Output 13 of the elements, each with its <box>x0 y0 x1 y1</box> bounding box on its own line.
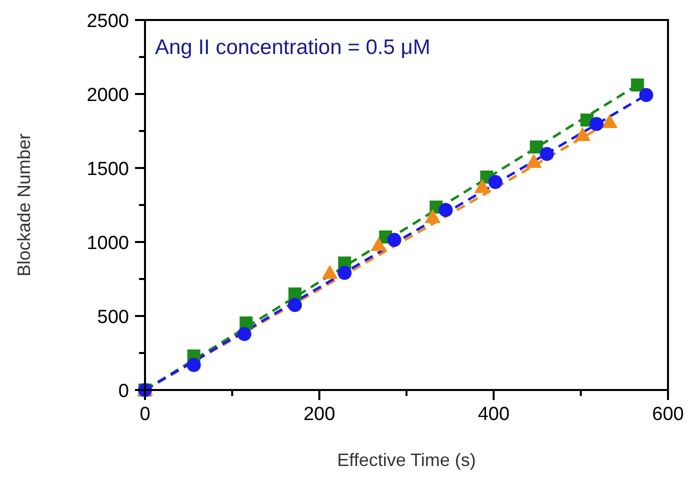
annotation: Ang II concentration = 0.5 μM <box>155 36 430 59</box>
y-tick-label: 2000 <box>86 85 129 106</box>
y-tick-label: 500 <box>97 307 129 328</box>
x-tick-label: 400 <box>478 404 510 425</box>
x-tick-label: 600 <box>652 404 684 425</box>
y-axis-title: Blockade Number <box>14 133 34 277</box>
y-tick-label: 0 <box>118 381 129 402</box>
y-tick-label: 2500 <box>86 11 129 32</box>
x-axis-title: Effective Time (s) <box>337 450 476 470</box>
x-tick-label: 200 <box>303 404 336 425</box>
x-tick-label: 0 <box>140 404 150 425</box>
y-tick-label: 1500 <box>86 159 129 180</box>
y-tick-label: 1000 <box>86 233 129 254</box>
